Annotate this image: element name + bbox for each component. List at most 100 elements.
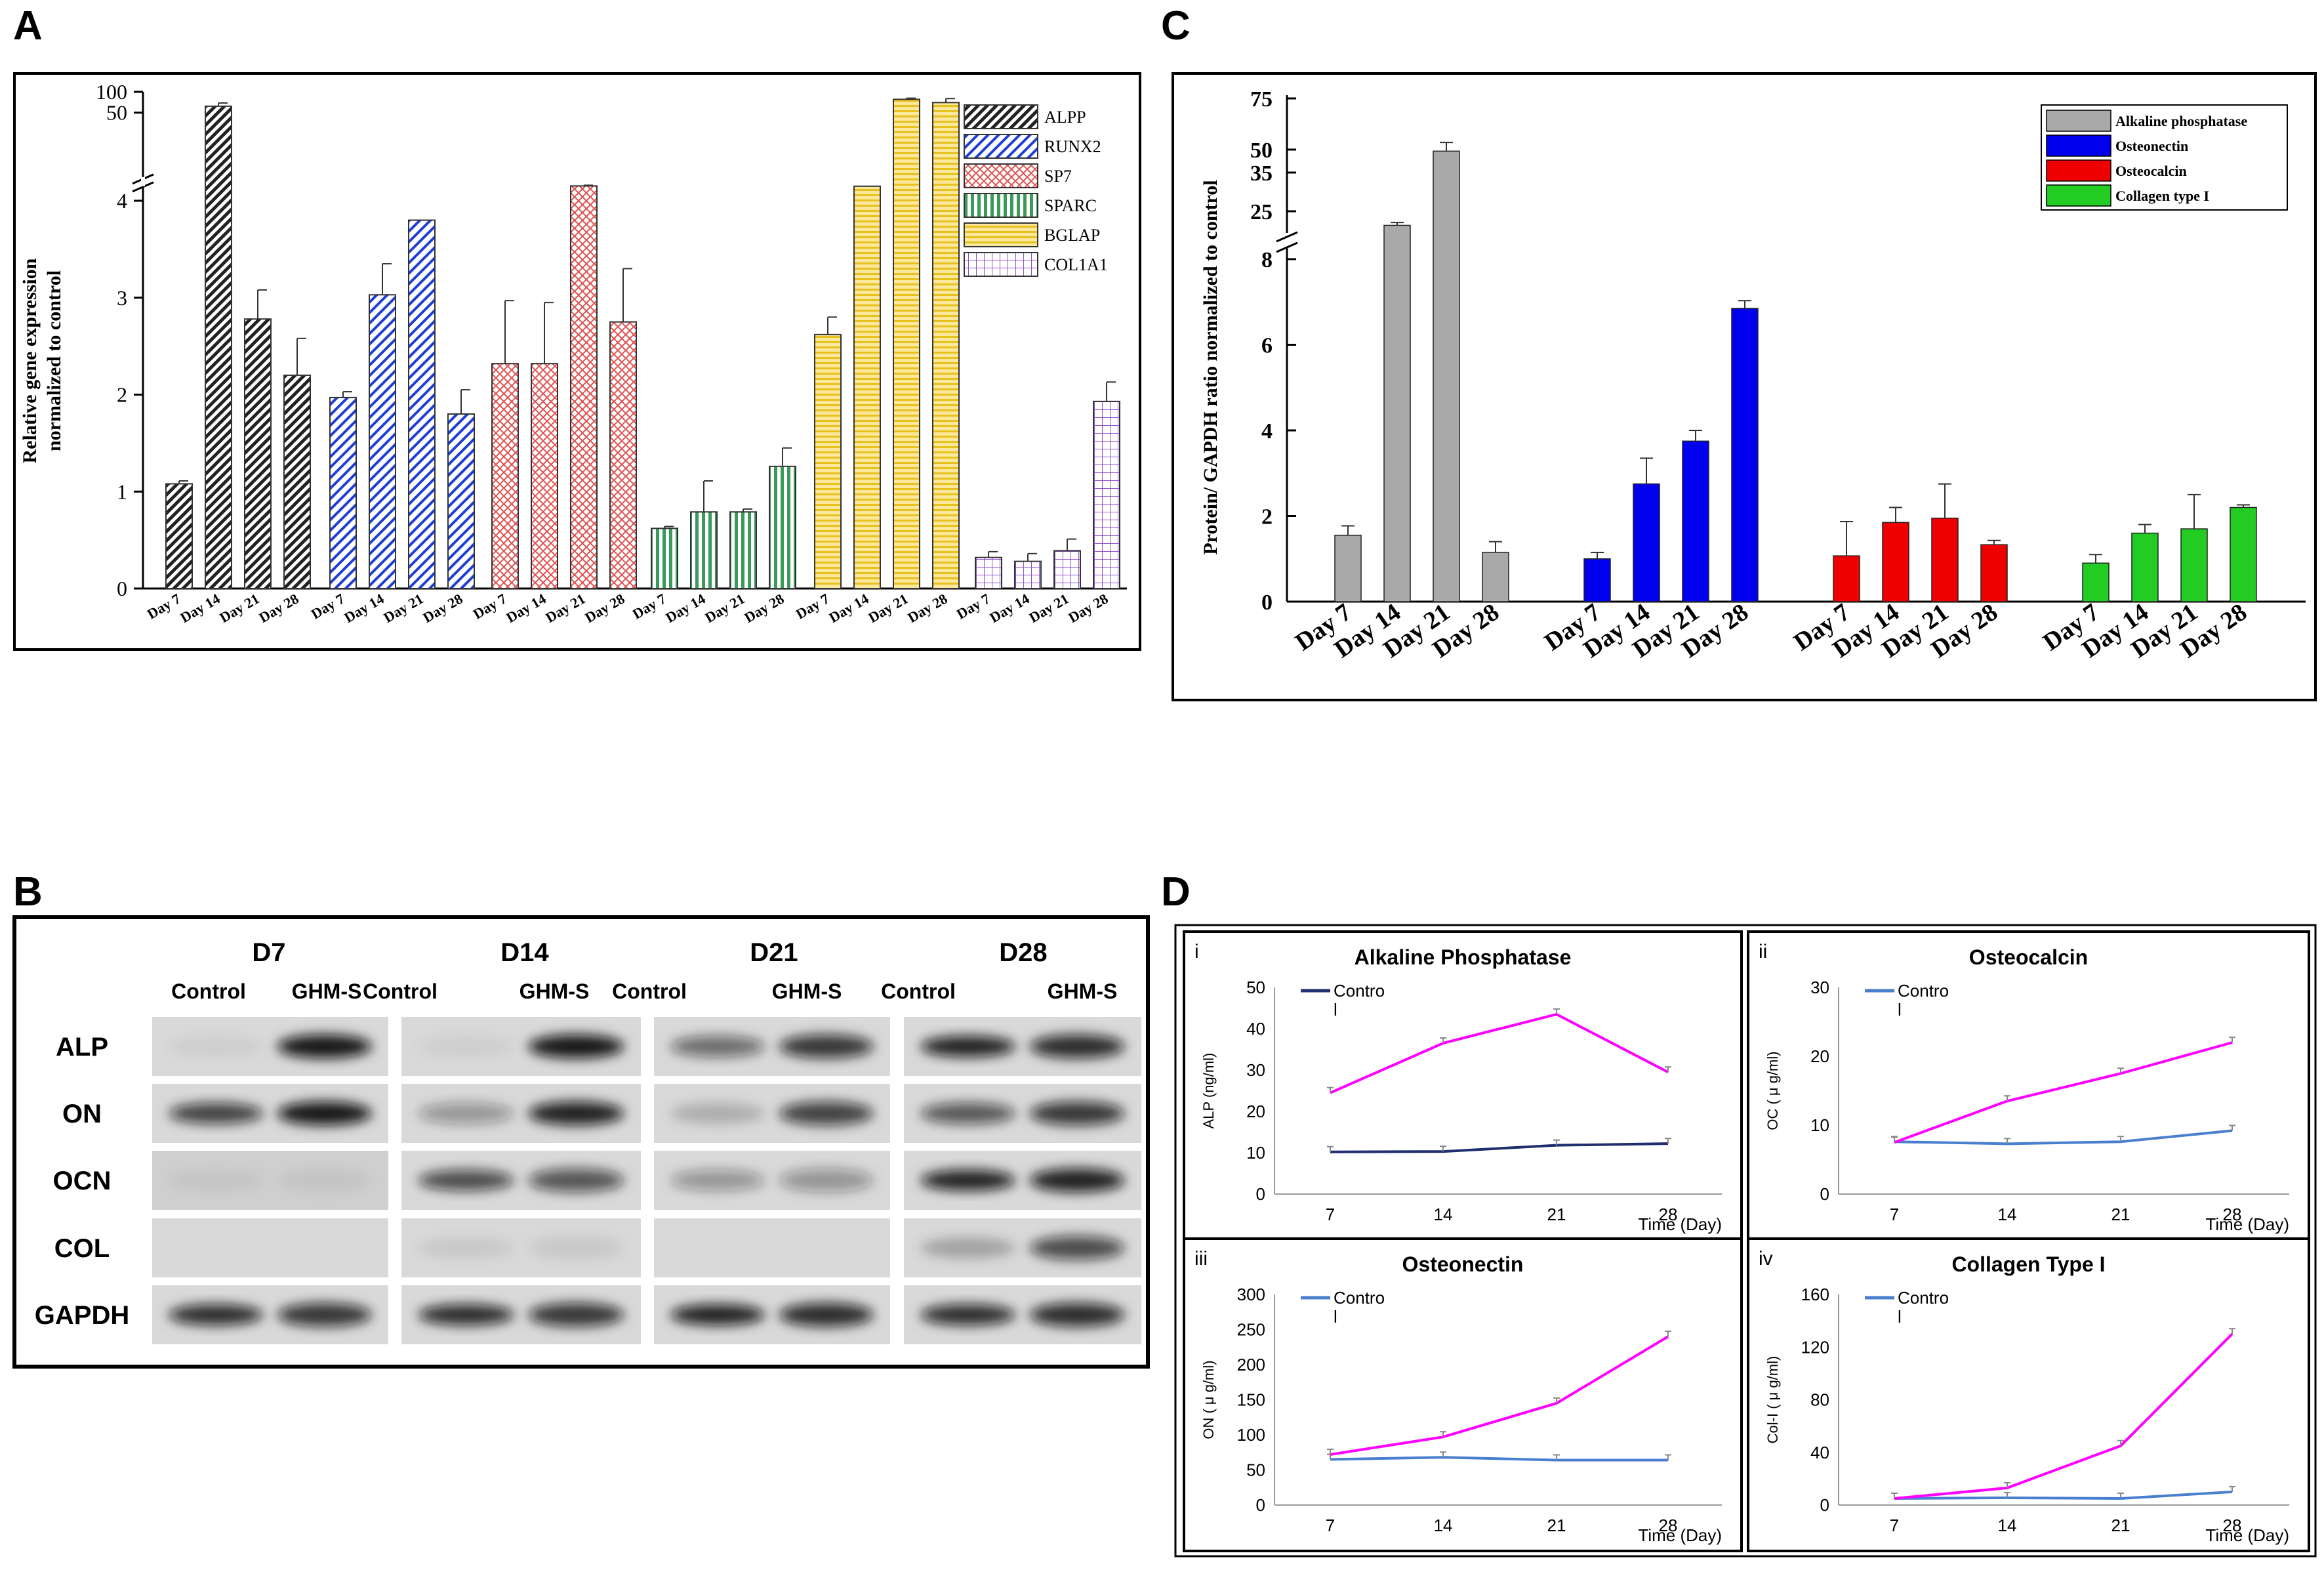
line-chart-legend-label: Contro <box>1898 981 1949 1001</box>
panel-c-legend-swatch <box>2046 110 2111 132</box>
panel-c-bar-alkaline-phosphatase <box>1433 150 1460 602</box>
blot-band <box>277 1102 372 1125</box>
line-chart-x-tick-label: 7 <box>1326 1205 1335 1224</box>
line-chart-y-tick-label: 20 <box>1810 1046 1829 1066</box>
panel-a-x-tick-label: Day 14 <box>987 590 1032 626</box>
blot-band <box>670 1304 765 1325</box>
panel-a-bar-col1a1 <box>1053 550 1081 590</box>
blot-band <box>169 1170 264 1191</box>
blot-control-label: Control <box>363 980 438 1003</box>
line-chart-y-tick-label: 40 <box>1246 1019 1265 1039</box>
line-chart-x-tick-label: 7 <box>1890 1516 1899 1535</box>
panel-c-legend-swatch <box>2046 134 2111 157</box>
line-chart-x-tick-label: 14 <box>1998 1516 2017 1535</box>
panel-c-bar-alkaline-phosphatase <box>1334 535 1362 602</box>
panel-c-y-tick-label: 35 <box>1250 161 1273 186</box>
line-chart-series-ghm-s <box>1894 1041 2233 1144</box>
line-chart-title: Osteocalcin <box>1969 945 2088 969</box>
line-chart-x-tick-label: 28 <box>2223 1205 2242 1224</box>
panel-c-bar-osteonectin <box>1731 308 1759 602</box>
line-chart-series-control <box>1330 1142 1669 1153</box>
line-chart-y-label: ALP (ng/ml) <box>1200 1053 1217 1129</box>
line-chart-y-tick-label: 0 <box>1820 1184 1829 1204</box>
panel-a-y-tick-label: 50 <box>106 101 127 125</box>
panel-a-x-tick-label: Day 28 <box>1065 590 1111 626</box>
line-chart-roman-label: iv <box>1759 1248 1773 1270</box>
line-chart-x-tick-label: 21 <box>1547 1516 1566 1535</box>
panel-a-x-tick-label: Day 28 <box>582 590 627 626</box>
line-chart-frame <box>1183 1237 1743 1552</box>
panel-c-frame <box>1172 72 2317 701</box>
panel-c-y-tick-label: 4 <box>1261 419 1273 444</box>
panel-a-legend-label-runx2: RUNX2 <box>1044 137 1101 156</box>
panel-c-bar-collagen-type-i <box>2180 528 2208 602</box>
panel-a-y-tick-label: 4 <box>117 189 127 213</box>
panel-a-bar-sp7 <box>570 185 598 590</box>
panel-a-bar-sp7 <box>609 321 637 589</box>
blot-control-label: Control <box>881 980 956 1003</box>
panel-a-x-tick-label: Day 14 <box>663 590 708 626</box>
panel-c-bar-osteonectin <box>1583 558 1611 602</box>
panel-c-y-tick-label: 50 <box>1250 138 1273 163</box>
panel-c-bar-osteocalcin <box>1931 518 1959 602</box>
panel-a-bar-bglap <box>893 98 920 590</box>
line-chart-roman-label: i <box>1194 941 1199 962</box>
panel-a-x-tick-label: Day 7 <box>470 590 510 623</box>
line-chart-legend-label-cont: l <box>1334 1307 1337 1327</box>
blot-band <box>528 1035 624 1058</box>
panel-a-bar-col1a1 <box>1093 400 1120 590</box>
blot-protein-label: GAPDH <box>35 1301 129 1330</box>
blot-band <box>169 1103 264 1124</box>
panel-a-x-tick-label: Day 28 <box>905 590 950 626</box>
line-chart-title: Osteonectin <box>1402 1252 1524 1276</box>
line-chart-y-tick-label: 150 <box>1237 1390 1265 1410</box>
blot-band <box>920 1237 1016 1258</box>
panel-c-legend-swatch <box>2046 159 2111 182</box>
line-chart-y-tick-label: 50 <box>1246 1460 1265 1480</box>
panel-a-bar-col1a1 <box>1014 560 1042 590</box>
line-chart-x-tick-label: 7 <box>1890 1205 1899 1224</box>
panel-a-frame <box>13 72 1141 651</box>
line-chart-x-tick-label: 21 <box>1547 1205 1566 1224</box>
blot-band <box>670 1103 765 1124</box>
line-chart-y-tick-label: 300 <box>1237 1285 1265 1304</box>
elisa-line-charts: i Alkaline Phosphatase ALP (ng/ml) 0 10 20 30 4… <box>1183 930 2310 1552</box>
panel-a-bar-sp7 <box>491 363 519 589</box>
line-chart-y-label: ON ( μ g/ml) <box>1200 1360 1217 1439</box>
blot-ghms-label: GHM-S <box>1048 980 1118 1003</box>
line-chart-y-tick-label: 120 <box>1801 1337 1829 1357</box>
panel-a-x-tick-label: Day 21 <box>865 590 910 626</box>
panel-a-y-tick-label: 0 <box>117 577 127 600</box>
panel-a-bar-runx2 <box>329 396 357 589</box>
panel-c-bar-alkaline-phosphatase <box>1482 552 1509 602</box>
panel-a-legend-swatch-bglap <box>964 222 1038 247</box>
blot-lane-background <box>654 1218 890 1277</box>
line-chart-legend-label-cont: l <box>1334 1000 1337 1020</box>
panel-b-frame <box>12 915 1150 1369</box>
panel-c-bar-collagen-type-i <box>2131 532 2159 602</box>
panel-a-legend-label-sparc: SPARC <box>1044 196 1097 215</box>
line-chart-x-label: Time (Day) <box>1638 1525 1722 1545</box>
blot-band <box>779 1168 874 1192</box>
panel-a-axis-gap <box>141 176 145 186</box>
panel-c-bar-osteonectin <box>1633 483 1660 602</box>
line-chart-x-label: Time (Day) <box>2205 1525 2289 1545</box>
blot-band <box>1029 1102 1125 1125</box>
line-chart-y-label: OC ( μ g/ml) <box>1764 1051 1781 1130</box>
panel-a-x-tick-label: Day 14 <box>503 590 548 626</box>
line-chart-x-tick-label: 14 <box>1434 1205 1453 1224</box>
panel-c-y-label: Protein/ GAPDH ratio normalized to contr… <box>1200 180 1221 554</box>
line-chart-y-tick-label: 0 <box>1256 1184 1265 1204</box>
panel-a-legend-label-col1a1: COL1A1 <box>1044 255 1108 274</box>
line-chart-y-tick-label: 0 <box>1256 1495 1265 1515</box>
panel-a-x-tick-label: Day 21 <box>1026 590 1071 626</box>
panel-a-x-tick-label: Day 21 <box>702 590 747 626</box>
panel-c-axis-gap <box>1285 233 1289 247</box>
line-chart-legend-label: Contro <box>1334 1288 1385 1308</box>
line-chart-y-tick-label: 10 <box>1246 1143 1265 1163</box>
blot-band <box>1029 1168 1125 1192</box>
panel-a-bar-bglap <box>853 185 881 589</box>
panel-c-y-tick-label: 0 <box>1261 590 1273 615</box>
line-chart-y-tick-label: 100 <box>1237 1425 1265 1445</box>
line-chart-y-tick-label: 250 <box>1237 1320 1265 1340</box>
